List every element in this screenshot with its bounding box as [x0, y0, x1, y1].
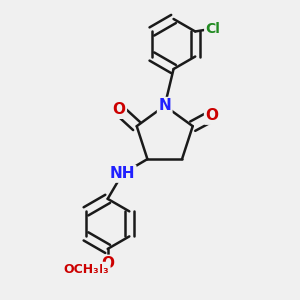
Text: O: O — [206, 108, 218, 123]
Text: NH: NH — [110, 166, 135, 181]
Text: O: O — [101, 256, 114, 271]
Text: OCH₃: OCH₃ — [63, 263, 99, 276]
Text: O: O — [112, 103, 126, 118]
Text: OCH₃: OCH₃ — [74, 263, 109, 276]
Text: Cl: Cl — [206, 22, 220, 35]
Text: N: N — [158, 98, 171, 113]
